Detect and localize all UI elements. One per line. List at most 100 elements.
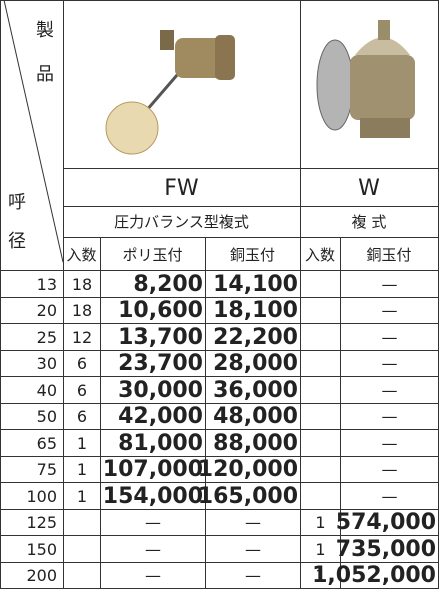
product-label: 品 bbox=[36, 64, 54, 85]
cell: — bbox=[245, 513, 261, 533]
cell: — bbox=[145, 513, 161, 533]
h-line bbox=[0, 297, 439, 298]
model-type: 複 式 bbox=[351, 213, 387, 231]
cell: 107,000 bbox=[102, 457, 203, 483]
column-header: 入数 bbox=[304, 245, 335, 264]
size-label: 径 bbox=[8, 231, 26, 252]
cell: 165,000 bbox=[197, 483, 298, 509]
cell: 125 bbox=[26, 513, 57, 533]
h-line bbox=[0, 270, 439, 271]
cell: — bbox=[381, 380, 398, 400]
h-line bbox=[0, 0, 439, 1]
h-line bbox=[0, 403, 439, 404]
cell: 1 bbox=[76, 486, 88, 506]
cell: 22,200 bbox=[213, 324, 298, 350]
cell: 120,000 bbox=[197, 457, 298, 483]
cell: 65 bbox=[36, 433, 57, 453]
cell: — bbox=[245, 539, 261, 559]
cell: — bbox=[245, 566, 261, 586]
h-line bbox=[0, 350, 439, 351]
cell: 50 bbox=[36, 407, 57, 427]
cell: 40 bbox=[36, 380, 57, 400]
h-line bbox=[0, 456, 439, 457]
cell: — bbox=[381, 327, 398, 347]
v-line bbox=[340, 238, 341, 589]
cell: 1,052,000 bbox=[312, 563, 436, 589]
cell: 42,000 bbox=[118, 404, 203, 430]
v-line bbox=[100, 238, 101, 589]
cell: 13 bbox=[36, 274, 57, 294]
cell: — bbox=[381, 407, 398, 427]
cell: 13,700 bbox=[118, 324, 203, 350]
model-name: FW bbox=[164, 175, 199, 201]
cell: 8,200 bbox=[133, 271, 203, 297]
h-line bbox=[0, 482, 439, 483]
cell: 200 bbox=[26, 566, 57, 586]
column-header: 銅玉付 bbox=[366, 245, 412, 264]
h-line bbox=[0, 376, 439, 377]
cell: — bbox=[145, 539, 161, 559]
cell: 6 bbox=[76, 380, 88, 400]
h-line bbox=[0, 535, 439, 536]
cell: 735,000 bbox=[335, 536, 436, 562]
cell: 75 bbox=[36, 460, 57, 480]
h-line bbox=[0, 588, 439, 589]
w-image bbox=[316, 20, 415, 138]
cell: 88,000 bbox=[213, 430, 298, 456]
cell: — bbox=[381, 460, 398, 480]
cell: 30 bbox=[36, 354, 57, 374]
cell: 12 bbox=[71, 327, 93, 347]
cell: 23,700 bbox=[118, 351, 203, 377]
cell: — bbox=[381, 486, 398, 506]
size-label: 呼 bbox=[8, 192, 26, 213]
model-type: 圧力バランス型複式 bbox=[114, 213, 249, 231]
fw-image bbox=[105, 30, 235, 155]
cell: 1 bbox=[315, 566, 326, 586]
cell: 28,000 bbox=[213, 351, 298, 377]
v-line bbox=[300, 0, 301, 589]
cell: 18,100 bbox=[213, 298, 298, 324]
v-line bbox=[205, 238, 206, 589]
v-line bbox=[0, 0, 1, 589]
h-line bbox=[63, 237, 439, 238]
cell: — bbox=[145, 566, 161, 586]
cell: — bbox=[381, 301, 398, 321]
h-line bbox=[0, 509, 439, 510]
cell: 30,000 bbox=[118, 377, 203, 403]
cell: 10,600 bbox=[118, 298, 203, 324]
cell: 1 bbox=[315, 539, 326, 559]
cell: 1 bbox=[76, 433, 88, 453]
cell: 154,000 bbox=[102, 483, 203, 509]
cell: — bbox=[381, 433, 398, 453]
cell: 1 bbox=[315, 513, 326, 533]
cell: — bbox=[381, 354, 398, 374]
column-header: 入数 bbox=[66, 245, 97, 264]
cell: 18 bbox=[71, 274, 93, 294]
diagonal bbox=[3, 0, 64, 263]
cell: 25 bbox=[36, 327, 57, 347]
cell: 574,000 bbox=[335, 510, 436, 536]
v-line bbox=[63, 0, 64, 589]
column-header: ポリ玉付 bbox=[122, 245, 183, 264]
cell: — bbox=[381, 274, 398, 294]
h-line bbox=[0, 562, 439, 563]
cell: 150 bbox=[26, 539, 57, 559]
model-name: W bbox=[358, 175, 380, 201]
cell: 14,100 bbox=[213, 271, 298, 297]
cell: 20 bbox=[36, 301, 57, 321]
product-label: 製 bbox=[36, 20, 54, 41]
cell: 36,000 bbox=[213, 377, 298, 403]
cell: 48,000 bbox=[213, 404, 298, 430]
cell: 6 bbox=[76, 407, 88, 427]
column-header: 銅玉付 bbox=[229, 245, 275, 264]
cell: 18 bbox=[71, 301, 93, 321]
h-line bbox=[63, 168, 439, 169]
cell: 100 bbox=[26, 486, 57, 506]
h-line bbox=[0, 323, 439, 324]
cell: 1 bbox=[76, 460, 88, 480]
cell: 81,000 bbox=[118, 430, 203, 456]
h-line bbox=[63, 206, 439, 207]
h-line bbox=[0, 429, 439, 430]
